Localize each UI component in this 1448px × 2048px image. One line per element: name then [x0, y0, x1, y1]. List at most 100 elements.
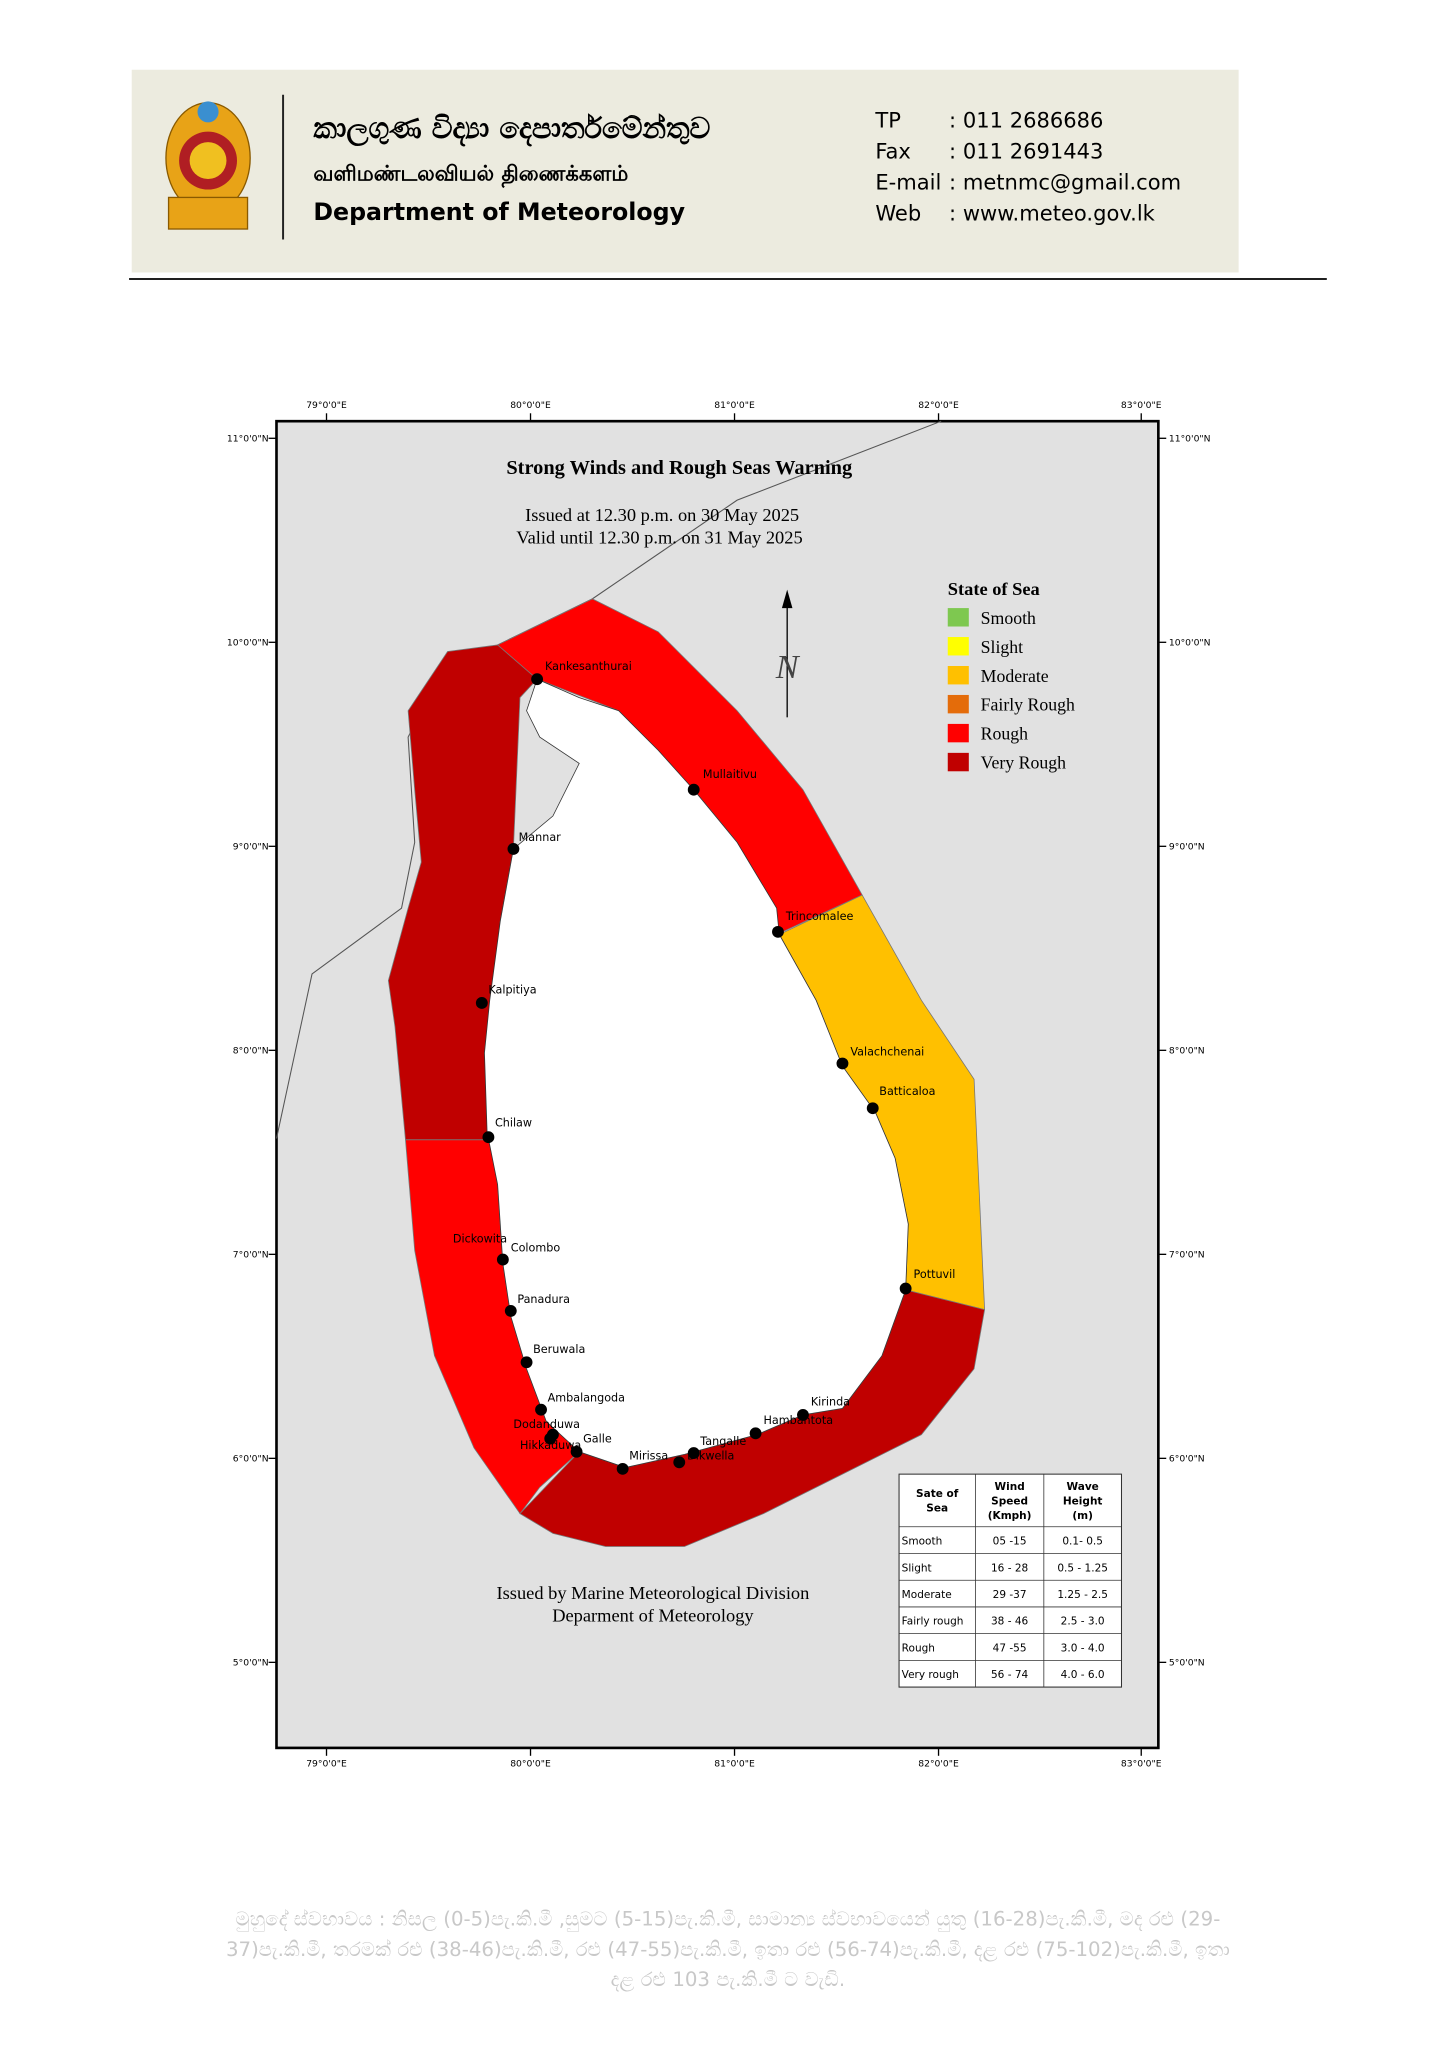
- place-label: Beruwala: [533, 1343, 585, 1356]
- lat-label: 9°0'0"N: [1169, 842, 1205, 853]
- place-dot: [749, 1427, 762, 1440]
- place-label: Kirinda: [811, 1396, 850, 1409]
- lon-label: 82°0'0"E: [918, 1758, 959, 1769]
- contact-label: Fax: [875, 139, 911, 164]
- place-label: Mullaitivu: [703, 768, 757, 781]
- place-dot: [772, 925, 784, 938]
- table-cell: 05 -15: [993, 1536, 1027, 1548]
- table-header: Sea: [926, 1503, 948, 1515]
- place-label: Kalpitiya: [488, 984, 536, 997]
- lat-label: 11°0'0"N: [227, 434, 269, 445]
- place-dot: [520, 1356, 533, 1369]
- place-dot: [570, 1445, 583, 1458]
- table-header: Speed: [991, 1495, 1028, 1507]
- place-label: Ambalangoda: [548, 1392, 625, 1405]
- table-header: (m): [1072, 1510, 1093, 1522]
- place-label: Trincomalee: [785, 910, 854, 923]
- lat-label: 5°0'0"N: [1169, 1658, 1205, 1669]
- english-name: Department of Meteorology: [313, 198, 685, 226]
- place-dot: [531, 673, 544, 686]
- legend-swatch: [947, 608, 969, 627]
- lat-label: 10°0'0"N: [227, 638, 269, 649]
- place-dot: [687, 1447, 700, 1460]
- table-cell: Fairly rough: [902, 1616, 964, 1628]
- place-label: Colombo: [511, 1242, 561, 1255]
- table-header: Wave: [1067, 1481, 1099, 1493]
- legend-swatch: [947, 752, 969, 772]
- place-dot: [836, 1057, 849, 1070]
- legend-swatch: [947, 694, 969, 714]
- place-label: Dodanduwa: [513, 1418, 580, 1431]
- legend-label: Slight: [981, 637, 1023, 657]
- table-cell: Slight: [902, 1562, 932, 1574]
- table-cell: 38 - 46: [991, 1616, 1029, 1628]
- table-cell: Smooth: [902, 1536, 943, 1548]
- lon-label: 81°0'0"E: [714, 400, 755, 411]
- lat-label: 11°0'0"N: [1169, 434, 1211, 445]
- place-dot: [482, 1131, 495, 1144]
- place-dot: [496, 1253, 509, 1266]
- table-cell: 47 -55: [993, 1642, 1027, 1654]
- place-dot: [535, 1403, 547, 1416]
- place-label: Chilaw: [495, 1117, 532, 1130]
- lat-label: 8°0'0"N: [1169, 1046, 1205, 1057]
- lon-label: 79°0'0"E: [306, 1758, 347, 1769]
- lat-label: 8°0'0"N: [233, 1046, 269, 1057]
- note-line: මුහුදේ ස්වභාවය : නිසල (0-5)පැ.කි.මී ,සුම…: [236, 1907, 1221, 1932]
- place-label: Kankesanthurai: [545, 660, 632, 673]
- note-line: 37)පැ.කි.මී, තරමක් රළු (38-46)පැ.කි.මී, …: [226, 1938, 1230, 1962]
- table-header: Sate of: [916, 1488, 959, 1500]
- place-label: Pottuvil: [914, 1268, 956, 1281]
- place-label: Valachchenai: [850, 1046, 924, 1059]
- lat-label: 7°0'0"N: [1169, 1250, 1205, 1261]
- contact-label: Web: [875, 200, 921, 225]
- contact-value: : metnmc@gmail.com: [949, 170, 1181, 195]
- lat-label: 10°0'0"N: [1169, 638, 1211, 649]
- table-cell: 3.0 - 4.0: [1061, 1642, 1105, 1654]
- legend-label: Fairly Rough: [981, 695, 1075, 715]
- table-cell: Moderate: [902, 1589, 952, 1601]
- table-cell: 1.25 - 2.5: [1057, 1589, 1108, 1601]
- lon-label: 80°0'0"E: [510, 400, 551, 411]
- place-dot: [673, 1456, 686, 1469]
- lat-label: 5°0'0"N: [233, 1658, 269, 1669]
- place-dot: [797, 1408, 809, 1421]
- sinhala-name: කාලගුණ විද්‍යා දෙපාර්තමේන්තුව: [313, 111, 710, 147]
- place-label: Dickowita: [453, 1232, 507, 1245]
- table-cell: 2.5 - 3.0: [1061, 1616, 1105, 1628]
- place-dot: [504, 1305, 517, 1317]
- place-label: Mannar: [519, 831, 561, 844]
- note-line: දළ රළු 103 පැ.කි.මී ට වැඩි.: [611, 1968, 846, 1992]
- north-arrow: [781, 589, 793, 718]
- emblem: [165, 101, 251, 230]
- tamil-name: வளிமண்டலவியல் திணைக்களம்: [313, 160, 628, 188]
- legend-label: Smooth: [981, 608, 1036, 628]
- place-label: Hikkaduwa: [520, 1439, 581, 1452]
- contact-value: : 011 2691443: [949, 139, 1103, 164]
- lon-label: 83°0'0"E: [1121, 400, 1162, 411]
- place-label: Batticaloa: [879, 1085, 935, 1098]
- table-cell: 16 - 28: [991, 1562, 1028, 1574]
- table-header: Wind: [995, 1481, 1025, 1493]
- table-header: (Kmph): [988, 1510, 1032, 1522]
- place-label: Galle: [583, 1433, 612, 1446]
- place-dot: [899, 1282, 912, 1295]
- lon-label: 80°0'0"E: [510, 1758, 551, 1769]
- place-label: Tangalle: [699, 1435, 746, 1448]
- table-cell: Very rough: [902, 1669, 959, 1681]
- table-cell: Rough: [902, 1642, 935, 1654]
- place-dot: [544, 1432, 557, 1445]
- valid: Valid until 12.30 p.m. on 31 May 2025: [516, 528, 802, 548]
- contact-value: : www.meteo.gov.lk: [949, 200, 1156, 225]
- lon-label: 81°0'0"E: [714, 1758, 755, 1769]
- place-label: Mirissa: [629, 1450, 668, 1463]
- map-footer: Issued by Marine Meteorological Division: [497, 1583, 810, 1603]
- contact-label: E-mail: [875, 170, 941, 195]
- issued: Issued at 12.30 p.m. on 30 May 2025: [525, 505, 799, 525]
- table-cell: 0.1- 0.5: [1062, 1536, 1103, 1548]
- place-dot: [687, 783, 700, 796]
- table-cell: 4.0 - 6.0: [1061, 1669, 1105, 1681]
- lon-label: 82°0'0"E: [918, 400, 959, 411]
